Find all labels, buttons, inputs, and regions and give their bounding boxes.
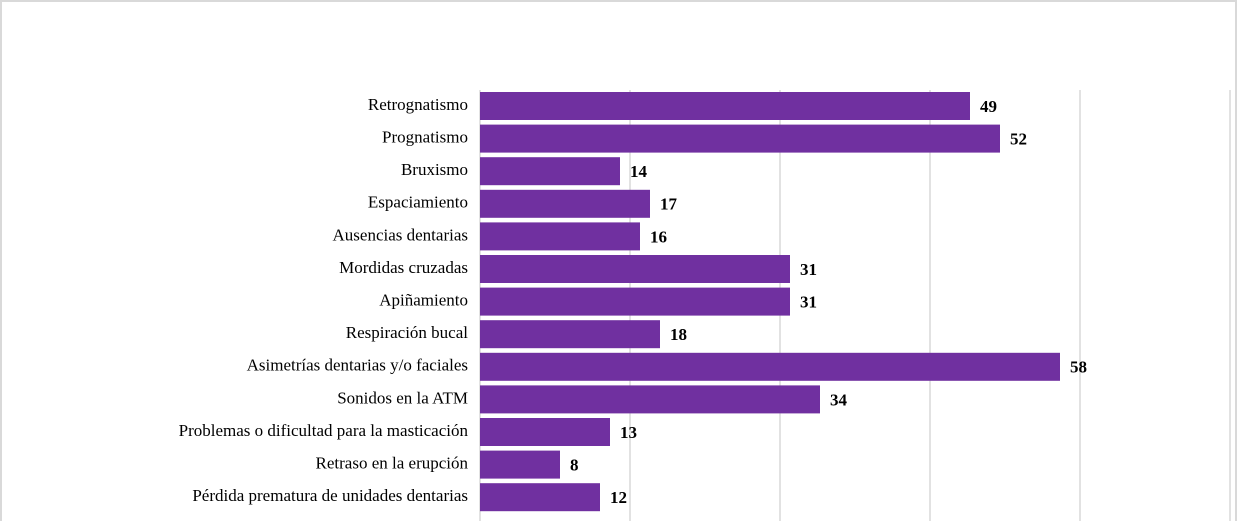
y-tick-label: Retrognatismo [368, 95, 468, 114]
data-label: 49 [980, 97, 997, 116]
bar [480, 189, 650, 218]
y-tick-label: Sonidos en la ATM [337, 388, 468, 407]
y-tick-label: Mordidas cruzadas [339, 258, 468, 277]
y-tick-label: Retraso en la erupción [316, 454, 469, 473]
data-label: 58 [1070, 358, 1087, 377]
data-label: 34 [830, 390, 848, 409]
data-label: 17 [660, 195, 678, 214]
data-label: 8 [570, 456, 579, 475]
bar [480, 255, 790, 283]
data-label: 13 [620, 423, 637, 442]
data-label: 18 [670, 325, 687, 344]
bar [480, 483, 600, 512]
bar [480, 287, 790, 316]
y-tick-label: Bruxismo [401, 160, 468, 179]
data-label: 31 [800, 293, 817, 312]
y-tick-label: Ausencias dentarias [333, 225, 468, 244]
y-tick-label: Espaciamiento [368, 193, 468, 212]
y-tick-label: Problemas o dificultad para la masticaci… [179, 421, 469, 440]
data-label: 16 [650, 227, 667, 246]
bar [480, 352, 1060, 381]
y-tick-label: Apiñamiento [379, 291, 468, 310]
y-tick-label: Asimetrías dentarias y/o faciales [247, 356, 468, 375]
bar [480, 92, 970, 120]
bar [480, 320, 660, 349]
bar [480, 157, 620, 186]
bar [480, 418, 610, 446]
bar [480, 124, 1000, 153]
bar [480, 450, 560, 479]
y-tick-label: Respiración bucal [346, 323, 469, 342]
bar [480, 385, 820, 414]
bar [480, 222, 640, 251]
y-tick-label: Prognatismo [382, 128, 468, 147]
data-label: 52 [1010, 130, 1027, 149]
data-label: 14 [630, 162, 648, 181]
y-tick-label: Pérdida prematura de unidades dentarias [192, 486, 468, 505]
data-label: 12 [610, 488, 627, 507]
data-label: 31 [800, 260, 817, 279]
